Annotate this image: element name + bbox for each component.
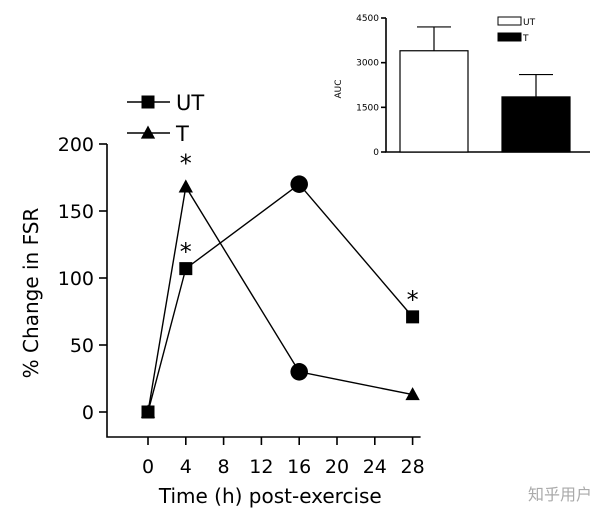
legend-label-ut: UT: [176, 91, 204, 115]
x-tick-label: 16: [287, 456, 311, 478]
significance-star: *: [180, 149, 192, 177]
legend-marker-ut: [141, 95, 155, 109]
x-tick-label: 4: [180, 456, 192, 478]
main-plot: 0 50 100 150 200 0 4 8 12 16 20 24 28 * * * Time (h) p…: [19, 91, 425, 508]
y-tick-label: 0: [82, 402, 94, 424]
significance-star: *: [180, 238, 192, 266]
y-tick-label: 200: [58, 134, 94, 156]
series-line-t: [147, 184, 413, 413]
point-t-28: [405, 387, 420, 401]
point-t-0: [140, 404, 156, 418]
y-tick-label: 50: [70, 335, 94, 357]
x-axis-title: Time (h) post-exercise: [158, 484, 382, 508]
x-tick-label: 28: [401, 456, 425, 478]
main-series-lines: [147, 183, 414, 413]
point-t-16: [290, 363, 308, 381]
inset-legend-swatch-ut: [497, 16, 522, 26]
x-tick-label: 24: [363, 456, 387, 478]
inset-y-axis-title: AUC: [334, 79, 344, 98]
x-tick-label: 12: [249, 456, 273, 478]
inset-y-tick-label: 3000: [356, 59, 379, 69]
main-axes: 0 50 100 150 200 0 4 8 12 16 20 24 28: [58, 134, 425, 478]
main-annotations: * * *: [180, 149, 419, 314]
inset-auc-chart: 0 1500 3000 4500 AUC UT T: [334, 14, 590, 158]
inset-legend-label-t: T: [522, 34, 529, 44]
point-t-4: [178, 179, 193, 193]
y-axis-title: % Change in FSR: [19, 208, 43, 379]
inset-legend-label-ut: UT: [523, 18, 536, 28]
inset-y-tick-label: 1500: [356, 103, 379, 113]
inset-legend-swatch-t: [497, 32, 522, 42]
inset-bar-t: [501, 96, 571, 153]
point-ut-28: [406, 310, 420, 324]
inset-bar-ut: [399, 50, 469, 153]
y-tick-label: 100: [58, 268, 94, 290]
main-markers: [140, 175, 420, 419]
legend-label-t: T: [175, 122, 189, 146]
point-ut-4: [179, 262, 193, 276]
main-axis-frame: [106, 144, 421, 438]
series-line-ut: [147, 183, 414, 413]
x-tick-label: 20: [325, 456, 349, 478]
x-tick-label: 0: [142, 456, 154, 478]
legend-marker-t: [140, 125, 156, 139]
significance-star: *: [407, 286, 419, 314]
point-ut-16: [290, 175, 308, 193]
watermark-text: 知乎用户: [528, 485, 592, 504]
inset-y-tick-label: 0: [373, 148, 379, 158]
main-legend: UT T: [127, 91, 204, 146]
x-tick-label: 8: [218, 456, 230, 478]
inset-y-tick-label: 4500: [356, 14, 379, 24]
y-tick-label: 150: [58, 201, 94, 223]
